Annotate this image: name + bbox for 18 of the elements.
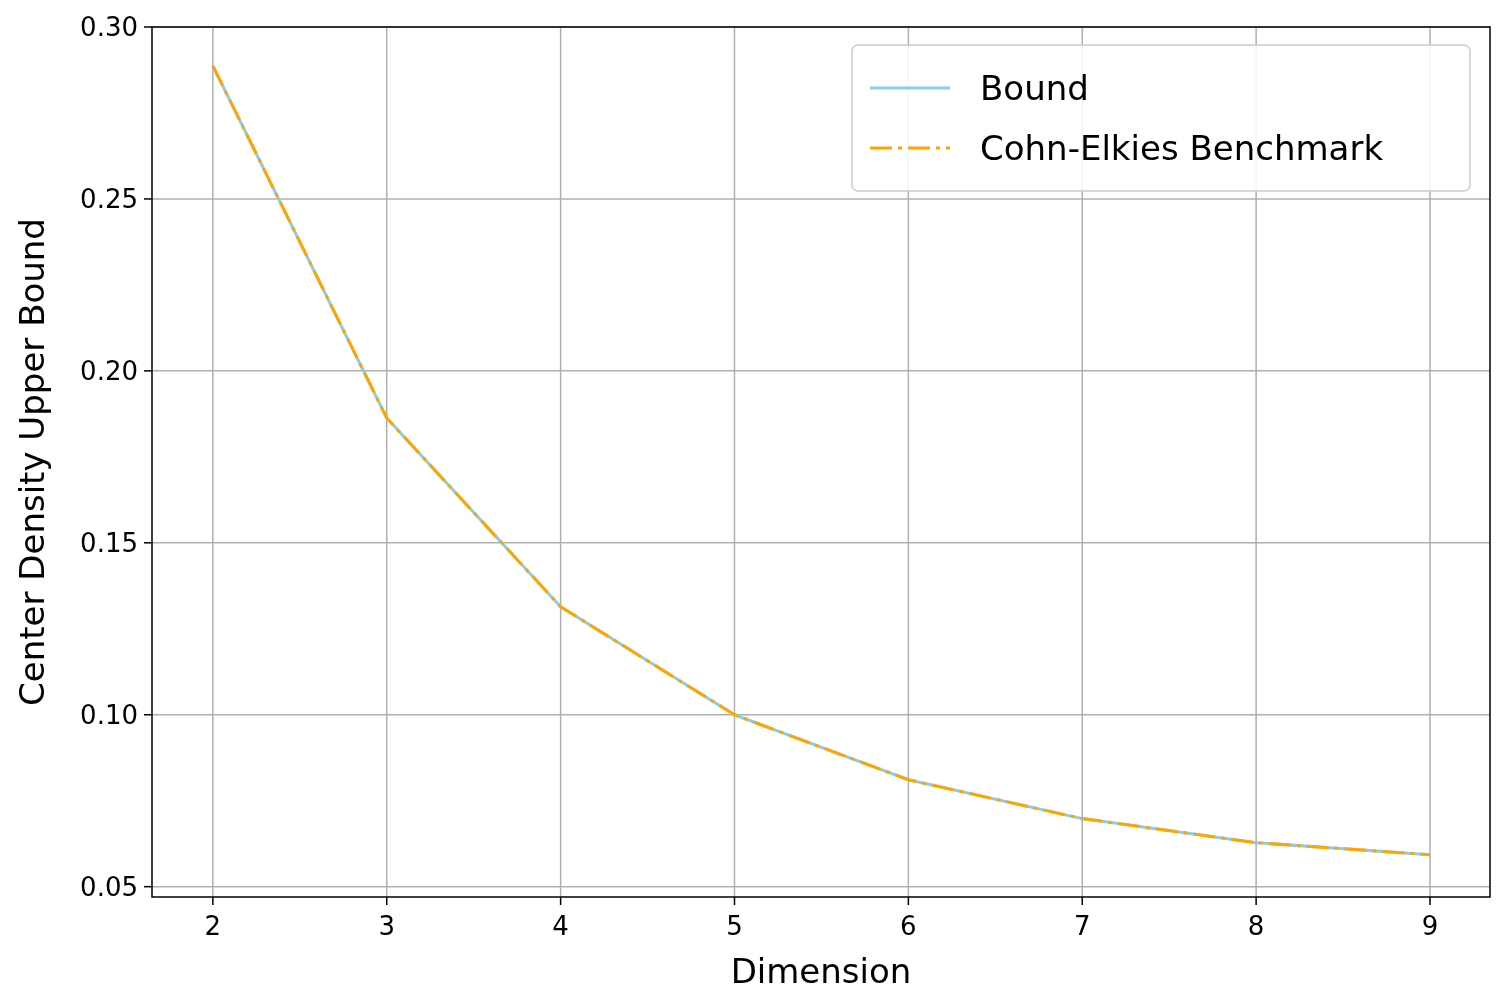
y-tick-label: 0.10: [80, 699, 138, 730]
y-axis-title: Center Density Upper Bound: [12, 218, 52, 706]
legend-label: Bound: [980, 67, 1089, 108]
y-tick-label: 0.05: [80, 871, 138, 902]
x-tick-label: 9: [1421, 911, 1439, 941]
x-tick-label: 2: [204, 911, 222, 941]
x-tick-label: 8: [1247, 911, 1265, 941]
x-tick-label: 7: [1073, 911, 1091, 941]
x-tick-label: 5: [726, 911, 743, 941]
y-tick-label: 0.15: [80, 527, 138, 558]
x-tick-label: 6: [900, 911, 917, 941]
y-tick-label: 0.25: [80, 184, 138, 215]
y-tick-label: 0.20: [80, 355, 138, 386]
x-tick-label: 3: [378, 911, 396, 941]
x-tick-label: 4: [552, 911, 569, 941]
y-tick-label: 0.30: [80, 12, 138, 43]
x-axis-title: Dimension: [730, 951, 912, 991]
legend-label: Cohn-Elkies Benchmark: [980, 127, 1384, 168]
